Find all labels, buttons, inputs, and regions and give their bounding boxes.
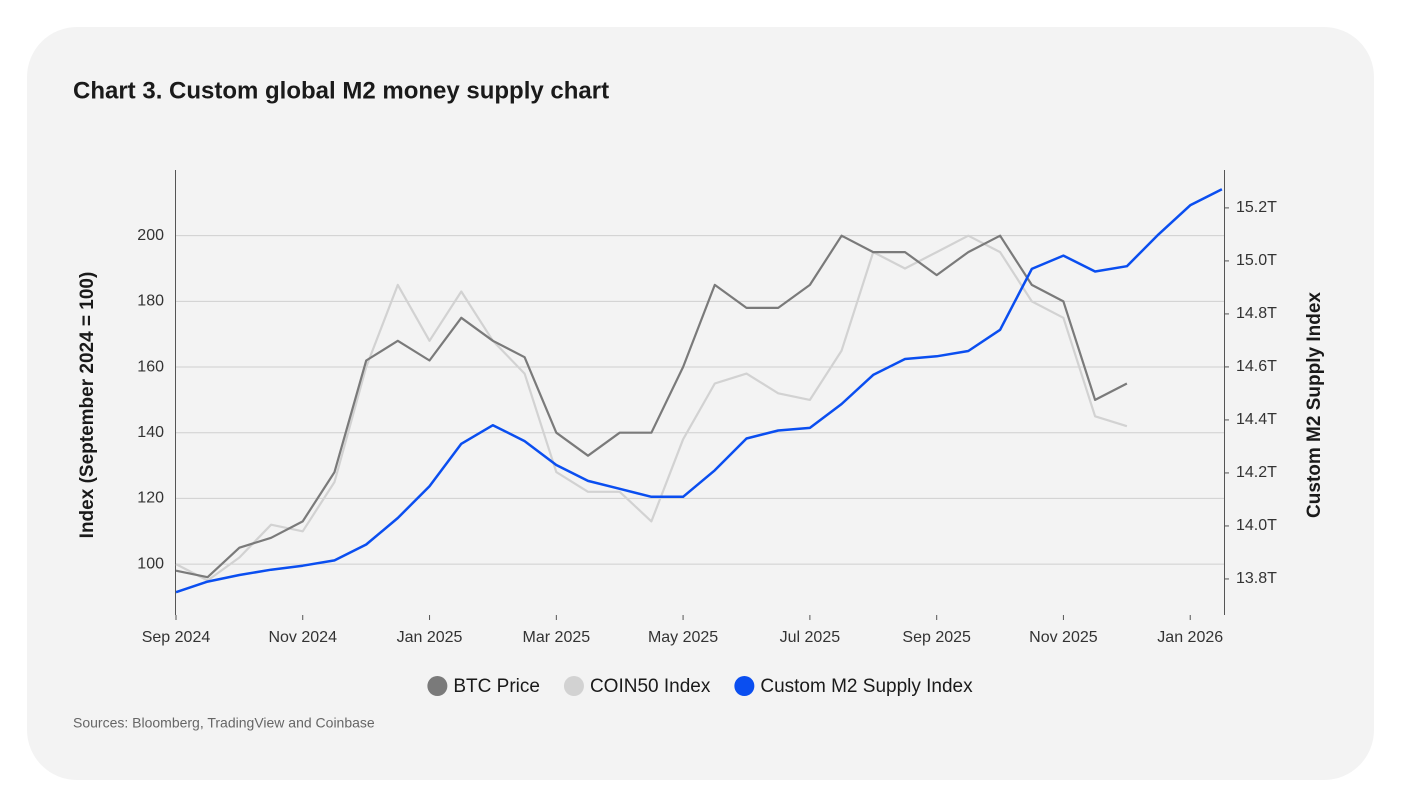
y2-tick-label: 14.4T <box>1236 411 1277 428</box>
x-tick-label: Sep 2024 <box>142 629 211 646</box>
y-tick-label: 140 <box>137 424 164 441</box>
y-axis-title: Index (September 2024 = 100) <box>77 272 98 539</box>
x-tick-label: Sep 2025 <box>902 629 971 646</box>
x-tick-label: May 2025 <box>648 629 718 646</box>
legend-swatch <box>427 676 448 696</box>
y-tick-label: 180 <box>137 293 164 310</box>
y2-axis-title: Custom M2 Supply Index <box>1304 292 1325 518</box>
x-tick-label: Nov 2024 <box>268 629 337 646</box>
y2-tick-label: 15.2T <box>1236 199 1277 216</box>
series-line <box>175 234 1128 582</box>
legend-label: Custom M2 Supply Index <box>760 676 973 697</box>
y-tick-label: 200 <box>137 227 164 244</box>
y-tick-label: 160 <box>137 358 164 375</box>
x-tick-label: Jul 2025 <box>780 629 841 646</box>
legend-label: COIN50 Index <box>590 676 711 697</box>
y2-tick-label: 15.0T <box>1236 252 1277 269</box>
y-tick-label: 120 <box>137 490 164 507</box>
x-tick-label: Jan 2026 <box>1157 629 1223 646</box>
y2-tick-label: 14.6T <box>1236 358 1277 375</box>
y2-tick-label: 14.0T <box>1236 517 1277 534</box>
legend-swatch <box>734 676 755 696</box>
x-tick-label: Nov 2025 <box>1029 629 1098 646</box>
x-tick-label: Jan 2025 <box>397 629 463 646</box>
y-tick-label: 100 <box>137 555 164 572</box>
x-tick-label: Mar 2025 <box>523 629 591 646</box>
y2-tick-label: 14.2T <box>1236 464 1277 481</box>
legend-label: BTC Price <box>453 676 540 697</box>
legend-swatch <box>563 676 584 696</box>
card <box>27 27 1374 780</box>
series-line <box>175 234 1128 579</box>
series-line <box>175 188 1223 594</box>
y2-tick-label: 14.8T <box>1236 305 1277 322</box>
sources: Sources: Bloomberg, TradingView and Coin… <box>73 715 375 731</box>
y2-tick-label: 13.8T <box>1236 570 1277 587</box>
chart-title: Chart 3. Custom global M2 money supply c… <box>73 77 609 104</box>
